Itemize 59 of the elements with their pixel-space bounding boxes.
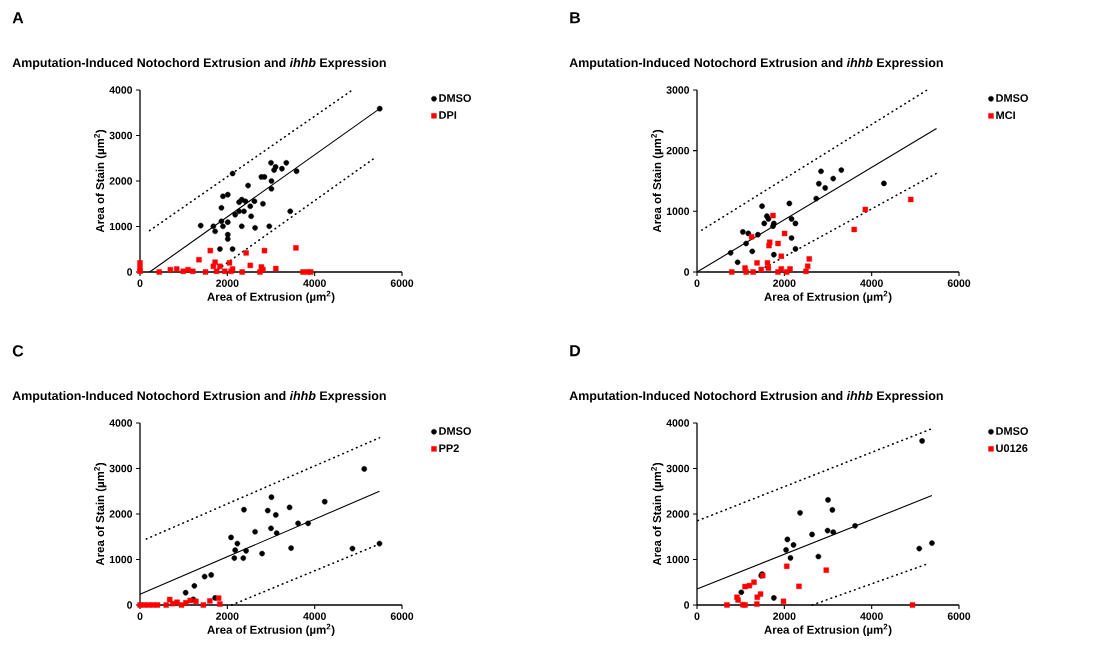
y-axis-title: Area of Stain (µm$^{2}$) bbox=[94, 462, 107, 566]
x-tick-label: 6000 bbox=[947, 279, 971, 287]
text: C bbox=[12, 345, 24, 357]
x-tick-label: 0 bbox=[694, 612, 700, 620]
x-tick-label: 2000 bbox=[773, 279, 796, 287]
x-tick-label: 6000 bbox=[390, 279, 414, 287]
y-tick-label: 4000 bbox=[666, 419, 690, 427]
x-tick-label: 2000 bbox=[216, 612, 239, 620]
y-tick-label: 4000 bbox=[109, 419, 133, 427]
chart-title: Amputation-Induced Notochord Extrusion and ihhb Expression bbox=[569, 390, 943, 403]
x-tick-label: 2000 bbox=[216, 279, 239, 287]
x-axis-title: Area of Extrusion (µm$^{2}$) bbox=[764, 623, 892, 637]
y-axis-title: Area of Stain (µm$^{2}$) bbox=[651, 129, 664, 233]
text: A bbox=[12, 12, 24, 24]
x-tick-label: 4000 bbox=[860, 279, 883, 287]
y-tick-label: 1000 bbox=[109, 555, 133, 564]
legend-label: MCI bbox=[996, 111, 1015, 120]
legend-label: DMSO bbox=[439, 427, 471, 435]
x-tick-label: 4000 bbox=[303, 279, 326, 287]
x-tick-label: 0 bbox=[694, 279, 700, 287]
x-axis-title: Area of Extrusion (µm$^{2}$) bbox=[207, 290, 335, 304]
y-axis-title: Area of Stain (µm$^{2}$) bbox=[94, 129, 107, 233]
x-tick-label: 0 bbox=[137, 612, 143, 620]
x-tick-label: 6000 bbox=[947, 612, 971, 620]
y-tick-label: 4000 bbox=[109, 86, 133, 94]
y-tick-label: 0 bbox=[127, 268, 133, 276]
text: D bbox=[570, 345, 581, 357]
legend-label: PP2 bbox=[439, 444, 459, 452]
x-tick-label: 6000 bbox=[390, 612, 414, 620]
chart-title: Amputation-Induced Notochord Extrusion and ihhb Expression bbox=[569, 57, 943, 70]
x-axis-title: Area of Extrusion (µm$^{2}$) bbox=[207, 623, 335, 637]
y-tick-label: 1000 bbox=[109, 222, 133, 231]
y-tick-label: 0 bbox=[684, 268, 690, 276]
x-tick-label: 2000 bbox=[773, 612, 796, 620]
y-tick-label: 2000 bbox=[109, 177, 133, 185]
legend-label: DMSO bbox=[996, 427, 1028, 435]
chart-title: Amputation-Induced Notochord Extrusion and ihhb Expression bbox=[12, 390, 386, 403]
x-tick-label: 0 bbox=[137, 279, 143, 287]
y-tick-label: 3000 bbox=[666, 86, 690, 94]
y-tick-label: 0 bbox=[684, 601, 690, 609]
y-tick-label: 3000 bbox=[666, 464, 690, 473]
y-tick-label: 2000 bbox=[666, 510, 690, 518]
chart-title: Amputation-Induced Notochord Extrusion and ihhb Expression bbox=[12, 57, 386, 70]
y-tick-label: 0 bbox=[127, 601, 133, 609]
y-tick-label: 3000 bbox=[109, 464, 133, 473]
y-tick-label: 3000 bbox=[109, 131, 133, 140]
legend-label: DMSO bbox=[996, 94, 1028, 102]
text: B bbox=[570, 12, 580, 24]
y-axis-title: Area of Stain (µm$^{2}$) bbox=[651, 462, 664, 566]
legend-label: DPI bbox=[439, 111, 457, 119]
y-tick-label: 2000 bbox=[666, 146, 690, 155]
x-tick-label: 4000 bbox=[860, 612, 883, 620]
x-tick-label: 4000 bbox=[303, 612, 326, 620]
legend-label: DMSO bbox=[439, 94, 471, 102]
y-tick-label: 1000 bbox=[666, 555, 690, 564]
x-axis-title: Area of Extrusion (µm$^{2}$) bbox=[764, 290, 892, 304]
y-tick-label: 1000 bbox=[666, 207, 690, 216]
y-tick-label: 2000 bbox=[109, 510, 133, 518]
legend-label: U0126 bbox=[996, 444, 1028, 453]
